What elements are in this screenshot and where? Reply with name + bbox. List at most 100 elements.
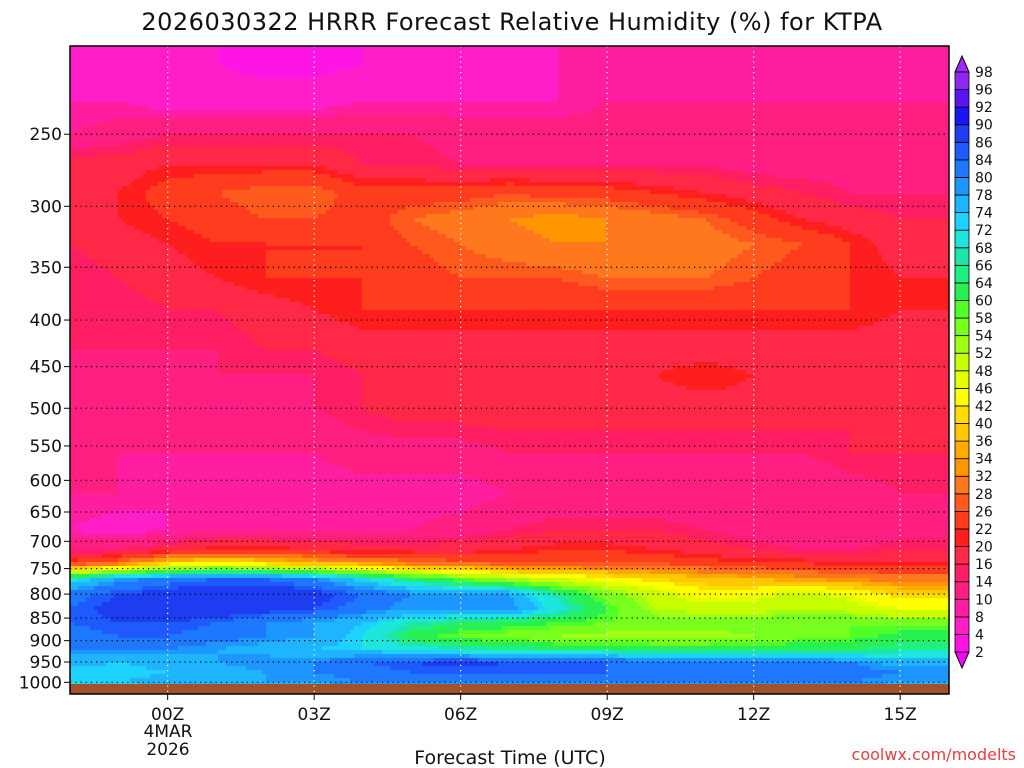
field-cell xyxy=(278,114,283,119)
field-cell xyxy=(670,118,675,123)
field-cell xyxy=(434,122,439,127)
field-cell xyxy=(846,126,851,131)
field-cell xyxy=(226,122,231,127)
field-cell xyxy=(222,102,227,107)
field-cell xyxy=(262,130,267,135)
field-cell xyxy=(358,114,363,119)
field-cell xyxy=(706,70,711,75)
field-cell xyxy=(74,70,79,75)
field-cell xyxy=(658,114,663,119)
field-cell xyxy=(822,78,827,83)
field-cell xyxy=(262,58,267,63)
field-cell xyxy=(670,90,675,95)
field-cell xyxy=(134,134,139,139)
field-cell xyxy=(682,50,687,55)
field-cell xyxy=(890,78,895,83)
field-cell xyxy=(478,130,483,135)
field-cell xyxy=(394,98,399,103)
field-cell xyxy=(666,126,671,131)
field-cell xyxy=(206,54,211,59)
field-cell xyxy=(690,66,695,71)
field-cell xyxy=(930,46,935,51)
field-cell xyxy=(798,50,803,55)
field-cell xyxy=(298,94,303,99)
field-cell xyxy=(282,46,287,51)
field-cell xyxy=(398,54,403,59)
field-cell xyxy=(642,50,647,55)
field-cell xyxy=(86,78,91,83)
field-cell xyxy=(462,110,467,115)
field-cell xyxy=(598,114,603,119)
field-cell xyxy=(454,114,459,119)
field-cell xyxy=(702,62,707,67)
field-cell xyxy=(830,74,835,79)
field-cell xyxy=(602,74,607,79)
field-cell xyxy=(494,126,499,131)
field-cell xyxy=(506,98,511,103)
field-cell xyxy=(82,134,87,139)
field-cell xyxy=(698,70,703,75)
field-cell xyxy=(266,82,271,87)
field-cell xyxy=(234,134,239,139)
field-cell xyxy=(110,50,115,55)
field-cell xyxy=(726,122,731,127)
field-cell xyxy=(430,58,435,63)
field-cell xyxy=(666,102,671,107)
field-cell xyxy=(102,54,107,59)
field-cell xyxy=(414,126,419,131)
field-cell xyxy=(362,82,367,87)
field-cell xyxy=(538,130,543,135)
field-cell xyxy=(478,114,483,119)
field-cell xyxy=(482,98,487,103)
field-cell xyxy=(446,122,451,127)
field-cell xyxy=(102,102,107,107)
field-cell xyxy=(578,122,583,127)
field-cell xyxy=(490,114,495,119)
field-cell xyxy=(734,78,739,83)
field-cell xyxy=(158,46,163,51)
field-cell xyxy=(114,54,119,59)
field-cell xyxy=(606,78,611,83)
field-cell xyxy=(410,70,415,75)
field-cell xyxy=(130,86,135,91)
field-cell xyxy=(486,50,491,55)
field-cell xyxy=(250,94,255,99)
field-cell xyxy=(418,54,423,59)
field-cell xyxy=(346,58,351,63)
field-cell xyxy=(858,74,863,79)
field-cell xyxy=(122,82,127,87)
field-cell xyxy=(258,126,263,131)
field-cell xyxy=(586,98,591,103)
field-cell xyxy=(350,114,355,119)
field-cell xyxy=(654,94,659,99)
field-cell xyxy=(70,82,75,87)
field-cell xyxy=(270,130,275,135)
field-cell xyxy=(486,66,491,71)
field-cell xyxy=(870,110,875,115)
field-cell xyxy=(146,50,151,55)
field-cell xyxy=(298,98,303,103)
field-cell xyxy=(74,46,79,51)
field-cell xyxy=(670,50,675,55)
field-cell xyxy=(618,98,623,103)
field-cell xyxy=(846,94,851,99)
field-cell xyxy=(470,66,475,71)
field-cell xyxy=(734,106,739,111)
field-cell xyxy=(706,82,711,87)
field-cell xyxy=(318,94,323,99)
field-cell xyxy=(686,82,691,87)
field-cell xyxy=(326,78,331,83)
field-cell xyxy=(266,94,271,99)
field-cell xyxy=(250,46,255,51)
field-cell xyxy=(510,126,515,131)
field-cell xyxy=(478,102,483,107)
field-cell xyxy=(874,70,879,75)
field-cell xyxy=(210,98,215,103)
field-cell xyxy=(850,78,855,83)
field-cell xyxy=(106,54,111,59)
field-cell xyxy=(774,82,779,87)
field-cell xyxy=(502,94,507,99)
field-cell xyxy=(510,74,515,79)
field-cell xyxy=(734,118,739,123)
field-cell xyxy=(334,70,339,75)
